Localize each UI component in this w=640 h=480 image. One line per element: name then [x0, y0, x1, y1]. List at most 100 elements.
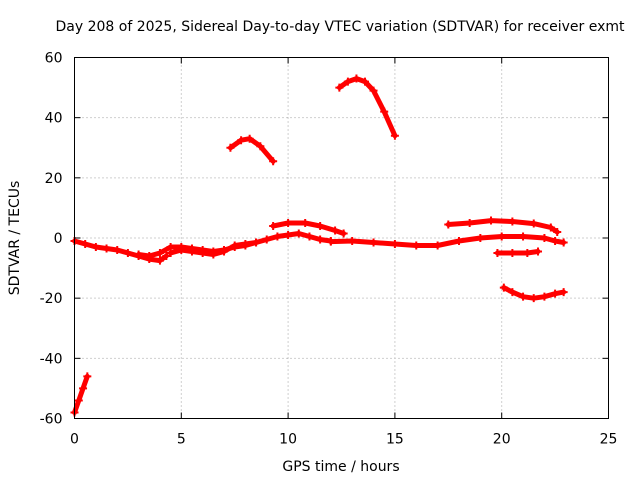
data-point — [335, 83, 344, 92]
data-point — [519, 232, 528, 241]
data-point — [540, 292, 549, 301]
data-series — [70, 74, 568, 417]
y-axis-label: SDTVAR / TECUs — [7, 181, 23, 296]
y-tick-label: 40 — [45, 111, 63, 127]
series-arc-8 — [335, 74, 399, 140]
chart-title: Day 208 of 2025, Sidereal Day-to-day VTE… — [56, 19, 626, 35]
data-point — [369, 86, 378, 95]
data-point — [273, 232, 282, 241]
series-line — [445, 218, 560, 235]
series-arc-4 — [166, 238, 261, 259]
data-point — [476, 234, 485, 242]
series-arc-9 — [444, 216, 562, 236]
data-point — [508, 288, 517, 297]
data-point — [226, 143, 235, 152]
data-point — [316, 235, 325, 244]
x-tick-label: 5 — [177, 432, 186, 448]
data-point — [487, 216, 496, 225]
series-line — [336, 76, 398, 139]
data-point — [412, 241, 421, 250]
data-point — [519, 292, 528, 301]
data-point — [390, 131, 399, 140]
data-point — [245, 134, 254, 143]
data-point — [269, 157, 278, 166]
data-point — [540, 234, 549, 242]
data-point — [91, 243, 100, 252]
data-point — [551, 237, 560, 246]
data-point — [166, 249, 175, 258]
data-point — [352, 74, 361, 83]
data-point — [454, 237, 463, 246]
data-point — [301, 218, 310, 227]
x-tick-label: 20 — [493, 432, 511, 448]
data-point — [284, 218, 293, 227]
data-point — [499, 283, 508, 292]
data-point — [508, 217, 517, 226]
data-point — [339, 229, 348, 238]
data-point — [123, 249, 132, 258]
data-point — [551, 289, 560, 298]
data-point — [529, 294, 538, 303]
series-arc-2 — [70, 237, 171, 265]
x-tick-label: 15 — [386, 432, 404, 448]
data-point — [134, 250, 143, 259]
data-point — [269, 221, 278, 230]
data-point — [79, 384, 88, 393]
data-point — [508, 249, 517, 258]
data-point — [553, 227, 562, 236]
data-point — [162, 252, 171, 261]
data-point — [83, 372, 92, 381]
series-arc-5 — [326, 232, 568, 250]
data-point — [113, 246, 122, 255]
series-line — [270, 220, 347, 236]
data-point — [433, 241, 442, 250]
data-point — [559, 288, 568, 297]
y-tick-label: -20 — [40, 291, 63, 307]
data-point — [444, 220, 453, 229]
y-tick-label: -40 — [40, 351, 63, 367]
data-point — [493, 249, 502, 258]
data-point — [145, 252, 154, 261]
series-arc-11 — [499, 283, 568, 303]
data-point — [284, 230, 293, 239]
series-line — [494, 249, 541, 256]
data-point — [74, 396, 83, 405]
grid — [74, 57, 609, 419]
data-point — [316, 221, 325, 230]
data-point — [326, 237, 335, 246]
data-point — [559, 238, 568, 247]
y-tick-label: 0 — [54, 231, 63, 247]
data-point — [380, 107, 389, 116]
data-point — [220, 247, 229, 256]
data-point — [465, 218, 474, 227]
data-point — [198, 249, 207, 258]
data-point — [256, 142, 265, 151]
series-line — [227, 136, 276, 164]
data-point — [343, 77, 352, 86]
x-axis-label: GPS time / hours — [282, 459, 399, 475]
data-point — [523, 249, 532, 258]
data-point — [546, 223, 555, 232]
y-tick-label: 20 — [45, 171, 63, 187]
data-point — [209, 250, 218, 259]
data-point — [81, 240, 90, 249]
x-tick-label: 25 — [600, 432, 618, 448]
x-tick-label: 0 — [70, 432, 79, 448]
data-point — [529, 219, 538, 228]
series-line — [72, 373, 90, 415]
series-arc-7 — [269, 218, 348, 238]
data-point — [252, 238, 261, 247]
data-point — [331, 226, 340, 235]
series-arc-10 — [493, 247, 543, 258]
data-point — [262, 235, 271, 244]
data-point — [348, 237, 357, 246]
data-point — [294, 229, 303, 238]
data-point — [534, 247, 543, 256]
data-point — [230, 241, 239, 250]
axis-ticks: 0 5 10 15 20 25 -60 -40 -20 0 20 40 60 — [40, 51, 618, 448]
y-tick-label: 60 — [45, 51, 63, 67]
data-point — [187, 247, 196, 256]
x-tick-label: 10 — [279, 432, 297, 448]
series-line — [72, 238, 169, 264]
